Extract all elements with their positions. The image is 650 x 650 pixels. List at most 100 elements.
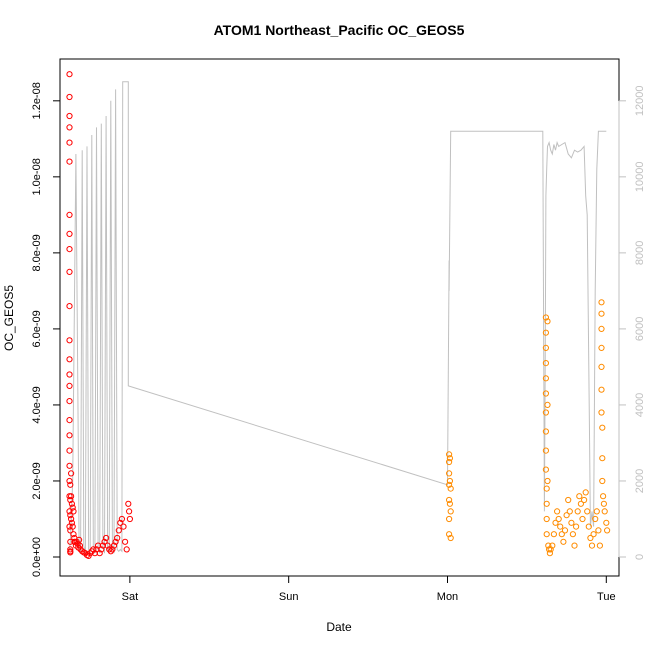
data-point-series-1 (123, 546, 130, 553)
data-point-series-1 (68, 470, 75, 477)
data-point-series-2 (446, 477, 453, 485)
data-point-series-2 (587, 534, 594, 542)
data-point-series-1 (68, 500, 76, 507)
data-point-series-2 (590, 531, 597, 538)
data-point-series-1 (66, 211, 73, 218)
data-point-series-2 (598, 310, 605, 317)
x-axis-label: Date (326, 620, 352, 634)
x-axis: Sat Sun Mon Tue (122, 575, 616, 603)
data-point-series-1 (69, 504, 76, 511)
data-point-series-2 (446, 470, 453, 477)
data-point-series-1 (112, 538, 119, 545)
data-point-series-2 (565, 496, 572, 504)
data-point-series-2 (542, 409, 550, 416)
y2-tick-label: 8000 (634, 241, 646, 265)
data-point-series-2 (568, 519, 575, 526)
y2-axis: 0 2000 4000 6000 8000 10000 12000 (618, 86, 646, 560)
data-point-series-2 (446, 451, 453, 458)
data-point-series-2 (554, 508, 561, 515)
data-point-series-1 (66, 398, 73, 405)
data-point-series-1 (66, 71, 73, 78)
data-point-series-1 (99, 542, 107, 549)
y-tick-label: 1.2e-08 (31, 82, 43, 119)
data-point-series-1 (110, 542, 118, 549)
data-point-series-1 (125, 500, 132, 507)
data-point-series-1 (68, 515, 75, 523)
x-tick-label: Tue (597, 591, 616, 603)
data-point-series-2 (546, 550, 554, 557)
data-point-series-2 (595, 527, 602, 534)
y2-tick-label: 12000 (634, 86, 646, 117)
data-point-series-2 (585, 523, 592, 530)
data-point-series-2 (544, 318, 551, 325)
data-point-series-1 (101, 538, 108, 545)
chart-title: ATOM1 Northeast_Pacific OC_GEOS5 (214, 22, 465, 38)
data-point-series-2 (542, 466, 550, 473)
data-point-series-2 (446, 458, 453, 466)
data-point-series-2 (561, 527, 569, 534)
points-layer (66, 71, 611, 560)
data-point-series-1 (66, 158, 73, 165)
data-point-series-2 (543, 485, 550, 492)
data-point-series-2 (543, 515, 550, 523)
data-point-series-1 (118, 515, 126, 523)
data-point-series-1 (104, 542, 111, 549)
data-point-series-2 (599, 477, 606, 485)
data-point-series-1 (67, 546, 74, 553)
data-point-series-2 (576, 493, 583, 500)
altitude-line-layer (69, 81, 607, 554)
data-point-series-2 (600, 493, 607, 500)
data-point-series-2 (447, 485, 454, 492)
y2-tick-label: 2000 (634, 469, 646, 493)
plot-frame (59, 58, 620, 577)
data-point-series-2 (592, 515, 599, 523)
data-point-series-2 (569, 531, 577, 538)
y-tick-label: 1.0e-08 (31, 158, 43, 195)
data-point-series-1 (66, 139, 73, 146)
data-point-series-2 (542, 447, 550, 454)
data-point-series-1 (66, 382, 73, 389)
data-point-series-1 (66, 268, 73, 275)
data-point-series-2 (542, 390, 550, 397)
data-point-series-1 (103, 534, 110, 542)
data-point-series-1 (107, 548, 114, 555)
data-point-series-2 (558, 531, 565, 538)
data-point-series-2 (599, 424, 606, 431)
data-point-series-1 (66, 124, 73, 131)
y2-tick-label: 0 (634, 554, 646, 560)
data-point-series-2 (560, 538, 567, 545)
data-point-series-2 (598, 325, 605, 332)
data-point-series-2 (542, 344, 550, 351)
data-point-series-1 (126, 508, 133, 515)
data-point-series-2 (446, 531, 453, 538)
x-tick-label: Sun (279, 591, 299, 603)
y2-tick-label: 4000 (634, 393, 646, 417)
data-point-series-1 (117, 519, 124, 526)
data-point-series-2 (582, 489, 589, 496)
data-point-series-2 (544, 477, 551, 485)
data-point-series-1 (109, 546, 116, 553)
data-point-series-2 (447, 508, 454, 515)
data-point-series-2 (542, 314, 550, 321)
data-point-series-2 (584, 508, 591, 515)
data-point-series-1 (70, 531, 77, 538)
data-point-series-2 (446, 481, 453, 488)
y-tick-label: 6.0e-09 (31, 310, 43, 347)
data-point-series-1 (66, 432, 73, 439)
data-point-series-2 (573, 523, 580, 530)
data-point-series-1 (66, 246, 73, 253)
data-point-series-2 (552, 519, 559, 526)
data-point-series-1 (66, 303, 73, 310)
data-point-series-2 (598, 299, 605, 306)
data-point-series-2 (581, 496, 588, 504)
data-point-series-2 (547, 546, 554, 553)
data-point-series-1 (69, 523, 76, 530)
data-point-series-2 (446, 496, 453, 504)
y-axis-label: OC_GEOS5 (2, 285, 16, 351)
data-point-series-1 (67, 549, 74, 556)
data-point-series-2 (542, 329, 550, 336)
data-point-series-2 (593, 508, 600, 515)
data-point-series-2 (598, 344, 605, 351)
data-point-series-1 (67, 481, 74, 488)
data-point-series-2 (579, 515, 586, 523)
